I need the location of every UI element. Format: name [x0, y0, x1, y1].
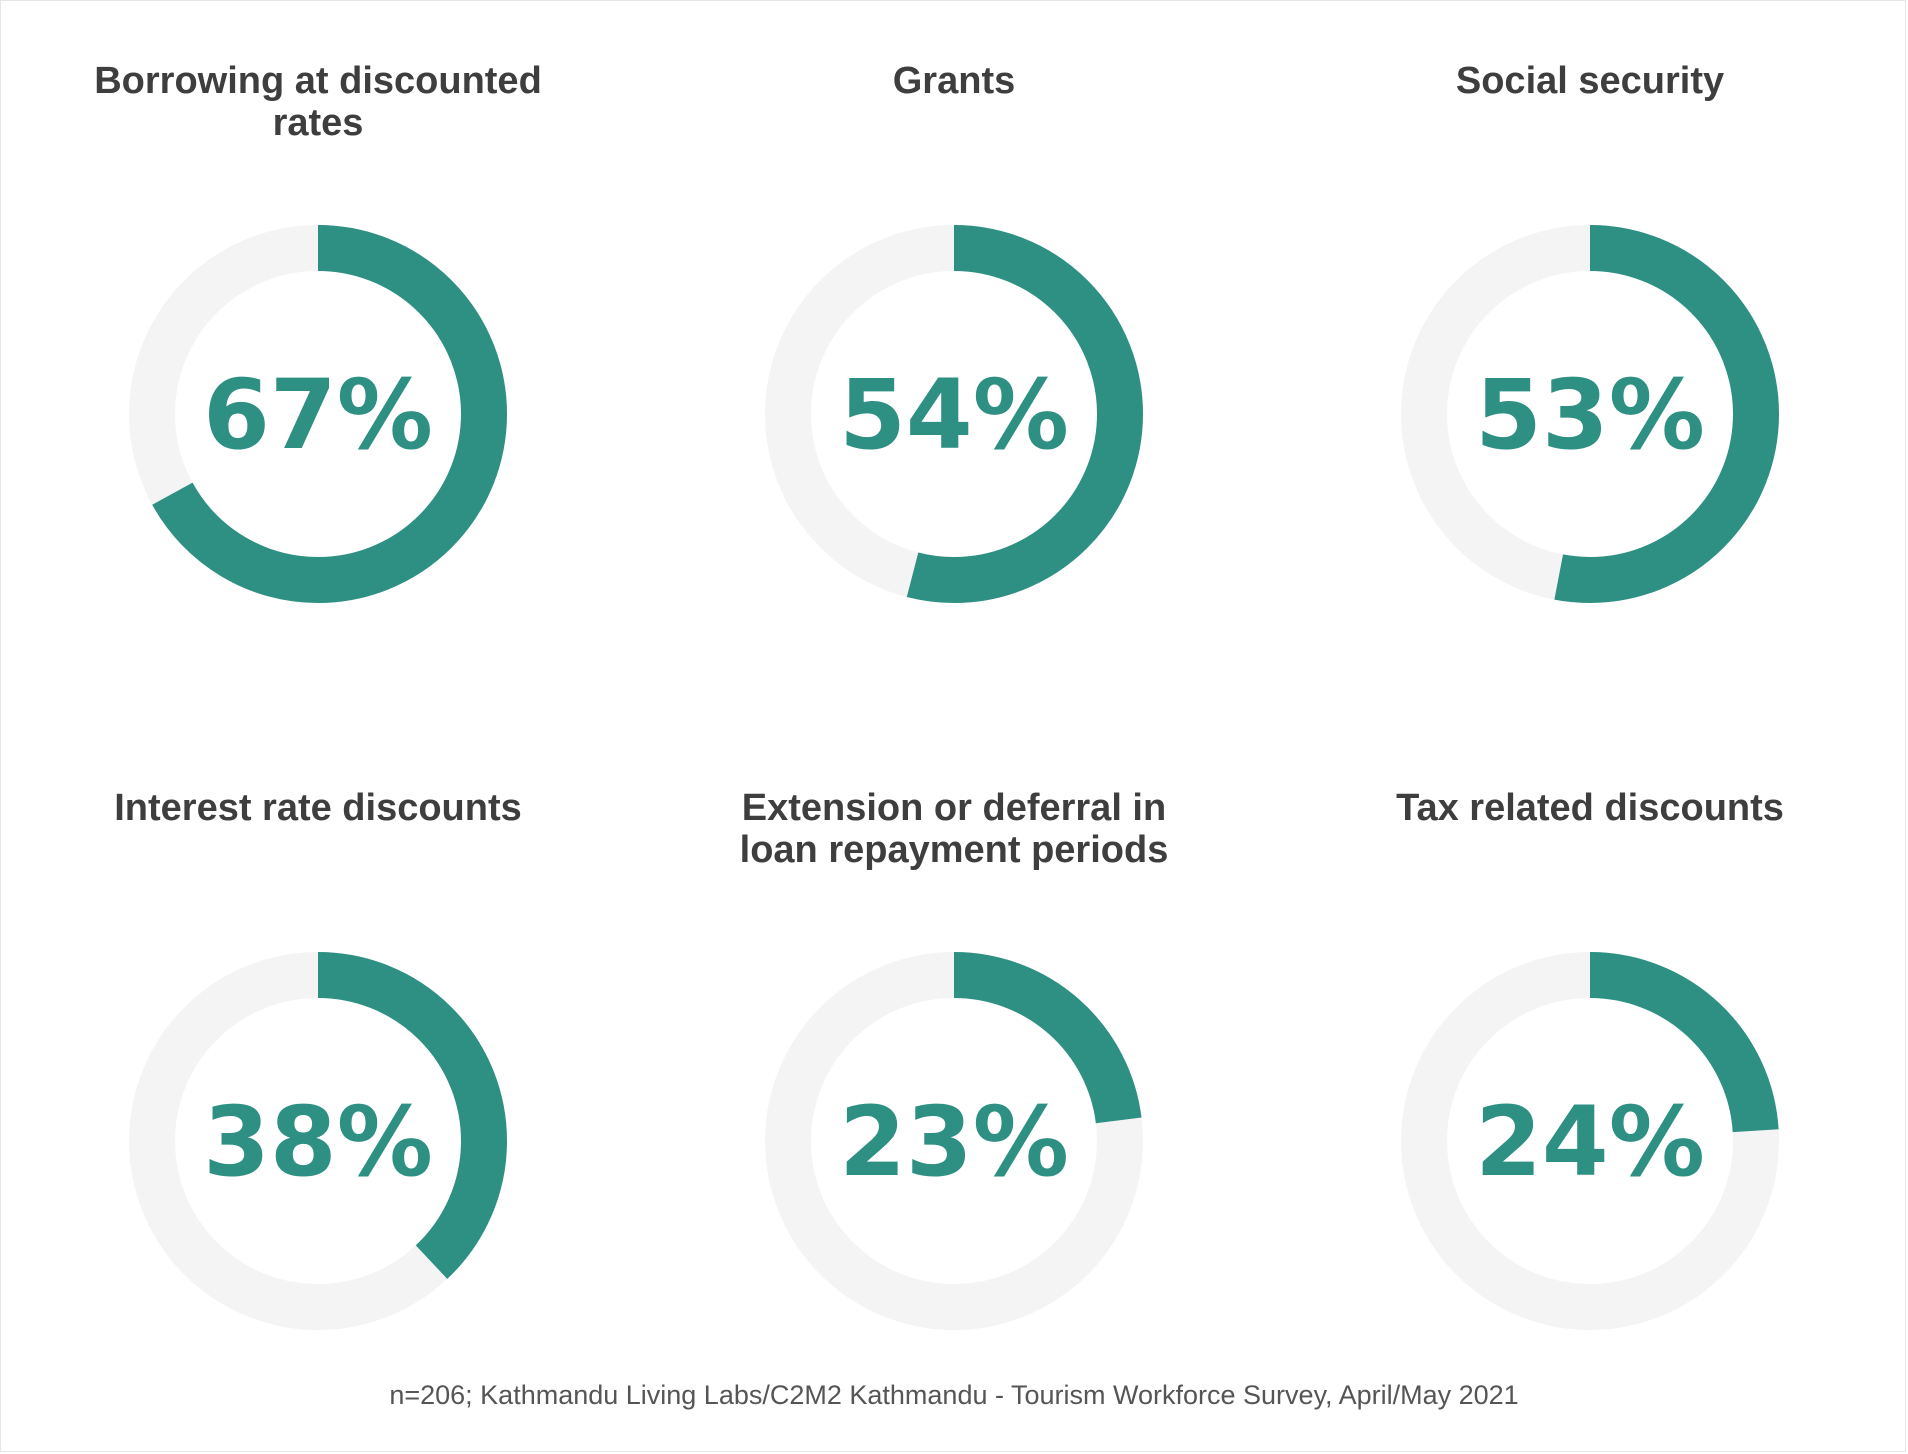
- donut-title: Extension or deferral in loan repayment …: [739, 787, 1169, 871]
- donut-svg: 24%: [1401, 952, 1779, 1330]
- donut-panel-6: Tax related discounts 24%: [1272, 727, 1908, 1427]
- donut-percent-label: 38%: [203, 1086, 433, 1198]
- donut-chart: 67%: [128, 224, 508, 604]
- donut-chart: 53%: [1400, 224, 1780, 604]
- donut-title: Social security: [1455, 60, 1725, 102]
- donut-value-arc: [1401, 225, 1779, 603]
- donut-panel-2: Grants 54%: [636, 0, 1272, 700]
- donut-percent-label: 23%: [839, 1086, 1069, 1198]
- donut-chart: 24%: [1400, 951, 1780, 1331]
- donut-value-arc: [765, 225, 1143, 603]
- donut-svg: 23%: [765, 952, 1143, 1330]
- donut-title: Tax related discounts: [1396, 787, 1784, 829]
- donut-chart: 54%: [764, 224, 1144, 604]
- donut-svg: 53%: [1401, 225, 1779, 603]
- donut-value-arc: [765, 952, 1143, 1330]
- donut-panel-5: Extension or deferral in loan repayment …: [636, 727, 1272, 1427]
- source-note: n=206; Kathmandu Living Labs/C2M2 Kathma…: [389, 1380, 1519, 1410]
- donut-svg: 38%: [129, 952, 507, 1330]
- donut-panel-4: Interest rate discounts 38%: [0, 727, 636, 1427]
- donut-percent-label: 53%: [1475, 359, 1705, 471]
- donut-percent-label: 54%: [839, 359, 1069, 471]
- donut-title: Grants: [892, 60, 1016, 102]
- donut-svg: 67%: [129, 225, 507, 603]
- donut-percent-label: 24%: [1475, 1086, 1705, 1198]
- donut-title: Interest rate discounts: [114, 787, 522, 829]
- donut-chart: 38%: [128, 951, 508, 1331]
- donut-panel-3: Social security 53%: [1272, 0, 1908, 700]
- donut-chart: 23%: [764, 951, 1144, 1331]
- donut-value-arc: [129, 225, 507, 603]
- donut-panel-1: Borrowing at discounted rates 67%: [0, 0, 636, 700]
- donut-value-arc: [129, 952, 507, 1330]
- donut-percent-label: 67%: [203, 359, 433, 471]
- donut-title: Borrowing at discounted rates: [94, 60, 542, 144]
- donut-value-arc: [1401, 952, 1779, 1330]
- donut-svg: 54%: [765, 225, 1143, 603]
